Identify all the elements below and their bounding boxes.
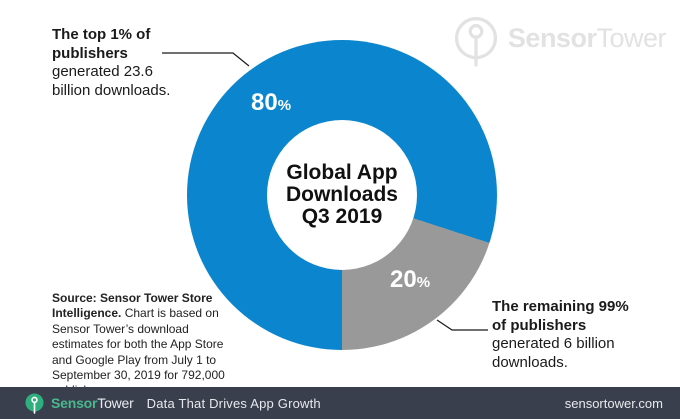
footer-logo-text: SensorTower: [51, 395, 134, 411]
footer-tagline: Data That Drives App Growth: [146, 395, 321, 411]
source-note-bold: Source: Sensor Tower Store Intelligence.: [52, 291, 213, 321]
annotation-text: generated 6 billion downloads.: [492, 335, 615, 371]
center-title-line: Q3 2019: [301, 205, 383, 228]
percent-sign: %: [416, 274, 431, 291]
slice-value: 80: [251, 89, 278, 116]
percent-sign: %: [277, 97, 292, 114]
slice-value: 20: [390, 266, 417, 293]
slice-label-80: 80%: [251, 91, 291, 118]
header-logo: SensorTower: [453, 15, 666, 67]
logo-word-tower: Tower: [97, 395, 134, 411]
callout-line-bottom-right: [436, 319, 488, 331]
logo-word-tower: Tower: [596, 23, 666, 53]
sensor-tower-icon: [25, 393, 44, 414]
center-title-line: Downloads: [285, 183, 398, 206]
footer-bar: SensorTower Data That Drives App Growth …: [0, 387, 680, 419]
sensor-tower-icon: [453, 15, 499, 67]
slice-label-20: 20%: [390, 268, 430, 295]
donut-center-label: Global App Downloads Q3 2019: [267, 120, 417, 270]
website-link[interactable]: sensortower.com: [564, 395, 663, 411]
annotation-bold-text: The top 1% of publishers: [52, 26, 151, 62]
annotation-remaining-99-percent: The remaining 99% of publishers generated…: [492, 298, 636, 372]
center-title-line: Global App: [286, 161, 398, 184]
logo-word-sensor: Sensor: [507, 23, 597, 53]
logo-word-sensor: Sensor: [51, 395, 98, 411]
source-note: Source: Sensor Tower Store Intelligence.…: [52, 291, 232, 399]
annotation-top-1-percent: The top 1% of publishers generated 23.6 b…: [52, 26, 186, 100]
annotation-bold-text: The remaining 99% of publishers: [492, 298, 629, 334]
header-logo-text: SensorTower: [507, 23, 667, 54]
annotation-text: generated 23.6 billion downloads.: [52, 63, 171, 99]
donut-chart: 80% 20% Global App Downloads Q3 2019: [187, 40, 497, 350]
